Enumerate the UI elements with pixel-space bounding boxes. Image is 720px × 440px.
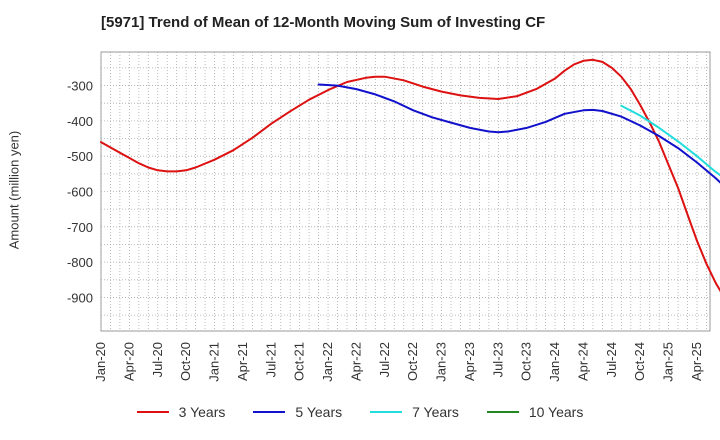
plot-area [100,51,711,332]
legend-item-10y: 10 Years [486,404,584,420]
legend-item-5y: 5 Years [253,404,342,420]
y-tick-label: -800 [67,255,93,270]
x-tick-label: Apr-24 [575,342,590,381]
y-tick-label: -900 [67,290,93,305]
y-tick-label: -700 [67,220,93,235]
x-tick-label: Jul-22 [377,342,392,377]
series-line-7-years [620,104,720,177]
x-tick-label: Oct-20 [178,342,193,381]
chart-title: [5971] Trend of Mean of 12-Month Moving … [101,14,546,31]
x-tick-label: Apr-22 [348,342,363,381]
legend-swatch-10y [486,411,519,413]
x-tick-label: Apr-25 [689,342,704,381]
series-line-3-years-cont- [696,239,720,293]
legend-swatch-7y [370,411,403,413]
legend-label-3y: 3 Years [178,404,226,420]
x-tick-label: Jul-21 [263,342,278,377]
x-tick-label: Jul-23 [490,342,505,377]
x-tick-label: Apr-21 [235,342,250,381]
x-tick-label: Jan-24 [547,342,562,382]
x-tick-label: Oct-22 [405,342,420,381]
legend-item-3y: 3 Years [136,404,226,420]
series-line-3-years [100,58,698,242]
legend-label-7y: 7 Years [412,404,459,420]
x-tick-label: Apr-23 [462,342,477,381]
legend-swatch-3y [136,411,169,413]
x-tick-label: Jan-23 [434,342,449,382]
x-tick-label: Jan-21 [207,342,222,382]
x-tick-label: Jan-25 [661,342,676,382]
x-tick-label: Oct-23 [519,342,534,381]
x-tick-label: Jul-20 [150,342,165,377]
legend: 3 Years 5 Years 7 Years 10 Years [0,404,720,420]
x-tick-label: Jan-20 [93,342,108,382]
y-tick-label: -400 [67,114,93,129]
x-tick-label: Apr-20 [121,342,136,381]
legend-label-5y: 5 Years [295,404,343,420]
y-tick-label: -300 [67,79,93,94]
legend-item-7y: 7 Years [370,404,459,420]
x-tick-label: Oct-21 [292,342,307,381]
legend-swatch-5y [253,411,286,413]
x-tick-label: Jan-22 [320,342,335,382]
y-tick-label: -600 [67,185,93,200]
x-tick-label: Jul-24 [604,342,619,377]
series-line-5-years [317,83,720,184]
x-tick-label: Oct-24 [632,342,647,381]
legend-label-10y: 10 Years [528,404,584,420]
y-tick-label: -500 [67,149,93,164]
